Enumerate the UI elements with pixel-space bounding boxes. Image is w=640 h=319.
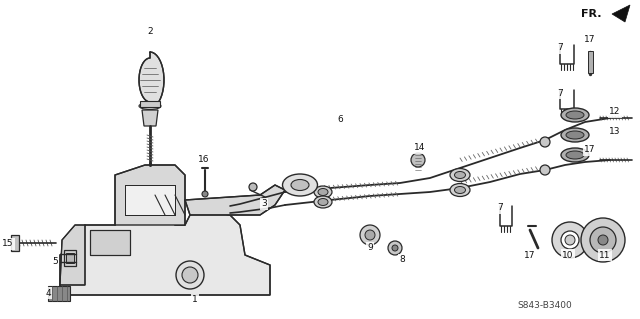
Text: 7: 7	[557, 88, 563, 98]
Bar	[64, 250, 76, 266]
Ellipse shape	[450, 183, 470, 197]
Circle shape	[540, 137, 550, 147]
Circle shape	[552, 222, 588, 258]
Ellipse shape	[318, 189, 328, 196]
Circle shape	[392, 245, 398, 251]
Text: 17: 17	[524, 251, 536, 261]
Text: 14: 14	[414, 144, 426, 152]
Circle shape	[182, 267, 198, 283]
Text: 6: 6	[337, 115, 343, 124]
Bar	[11, 235, 19, 251]
Circle shape	[581, 218, 625, 262]
Bar	[140, 101, 160, 107]
Circle shape	[561, 231, 579, 249]
Polygon shape	[142, 110, 158, 126]
Bar	[588, 51, 593, 73]
Polygon shape	[139, 52, 164, 108]
Text: 11: 11	[599, 250, 611, 259]
Circle shape	[411, 153, 425, 167]
Ellipse shape	[314, 186, 332, 198]
Circle shape	[365, 230, 375, 240]
Circle shape	[598, 235, 608, 245]
Text: 13: 13	[609, 128, 621, 137]
Circle shape	[565, 235, 575, 245]
Text: 7: 7	[557, 43, 563, 53]
Text: 15: 15	[3, 240, 13, 249]
Text: FR.: FR.	[580, 9, 601, 19]
Ellipse shape	[561, 128, 589, 142]
Ellipse shape	[318, 198, 328, 205]
Text: 17: 17	[584, 145, 596, 154]
Ellipse shape	[314, 196, 332, 208]
Circle shape	[176, 261, 204, 289]
Polygon shape	[90, 230, 130, 255]
Bar	[66, 253, 74, 263]
Text: 4: 4	[45, 288, 51, 298]
Polygon shape	[115, 165, 185, 225]
Circle shape	[388, 241, 402, 255]
Text: 8: 8	[399, 256, 405, 264]
Polygon shape	[612, 5, 630, 22]
Ellipse shape	[291, 180, 309, 190]
Ellipse shape	[561, 108, 589, 122]
Ellipse shape	[139, 102, 161, 109]
Polygon shape	[125, 185, 175, 215]
Ellipse shape	[566, 151, 584, 159]
Text: S843-B3400: S843-B3400	[518, 300, 572, 309]
Circle shape	[590, 227, 616, 253]
Text: 7: 7	[497, 204, 503, 212]
Text: 10: 10	[563, 250, 573, 259]
Ellipse shape	[454, 187, 465, 194]
Text: 5: 5	[52, 257, 58, 266]
Text: 2: 2	[147, 27, 153, 36]
Circle shape	[360, 225, 380, 245]
Circle shape	[249, 183, 257, 191]
Circle shape	[540, 165, 550, 175]
Text: 1: 1	[192, 295, 198, 305]
Polygon shape	[48, 286, 70, 301]
Ellipse shape	[566, 131, 584, 139]
Text: 9: 9	[367, 243, 373, 253]
Ellipse shape	[450, 168, 470, 182]
Polygon shape	[185, 185, 285, 215]
Text: 3: 3	[261, 199, 267, 209]
Ellipse shape	[282, 174, 317, 196]
Circle shape	[202, 191, 208, 197]
Polygon shape	[60, 210, 270, 295]
Text: 17: 17	[584, 35, 596, 44]
Ellipse shape	[454, 172, 465, 179]
Polygon shape	[60, 225, 85, 285]
Text: 12: 12	[609, 108, 621, 116]
Ellipse shape	[566, 111, 584, 119]
Text: 16: 16	[198, 155, 210, 165]
Ellipse shape	[561, 148, 589, 162]
